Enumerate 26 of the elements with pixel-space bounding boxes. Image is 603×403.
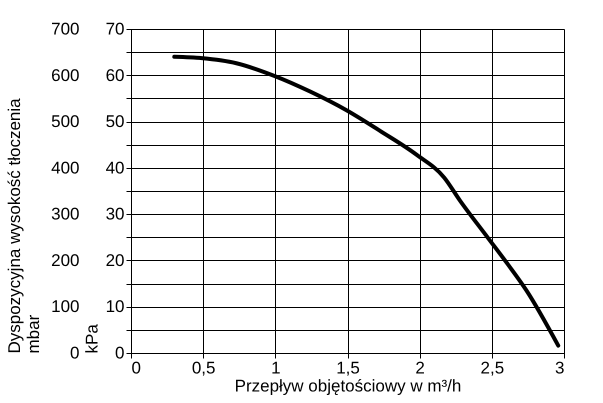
y-tick-label: 0 [70,344,80,362]
y2-tick-label: 70 [106,20,124,38]
y-tick-label: 200 [51,250,80,270]
y2-tick-label: 0 [115,344,124,362]
y-tick-label: 400 [51,158,80,178]
x-tick-label: 2 [415,358,425,378]
x-tick-label: 1,5 [336,358,360,378]
y-tick-label: 500 [51,112,80,132]
y2-tick-label: 20 [106,250,124,270]
x-tick-label: 0,5 [192,358,216,378]
y-axis-title: Dyspozycyjna wysokość tłoczenia mbar [5,98,44,354]
y2-tick-label: 10 [106,297,124,316]
x-tick-label: 0 [132,358,141,378]
y-tick-label: 700 [51,20,80,38]
x-tick-label: 3 [555,358,564,378]
y2-tick-label: 60 [106,66,124,85]
y2-axis-title: kPa [82,324,102,354]
x-axis-title: Przepływ objętościowy w m³/h [234,376,462,396]
y-tick-label: 600 [51,66,80,85]
x-tick-label: 1 [271,358,281,378]
y-tick-label: 100 [51,297,80,316]
y2-tick-label: 40 [106,158,124,178]
y2-tick-label: 30 [106,204,124,224]
y-tick-label: 300 [51,204,80,224]
y2-tick-label: 50 [106,112,124,132]
x-tick-label: 2,5 [480,358,504,378]
